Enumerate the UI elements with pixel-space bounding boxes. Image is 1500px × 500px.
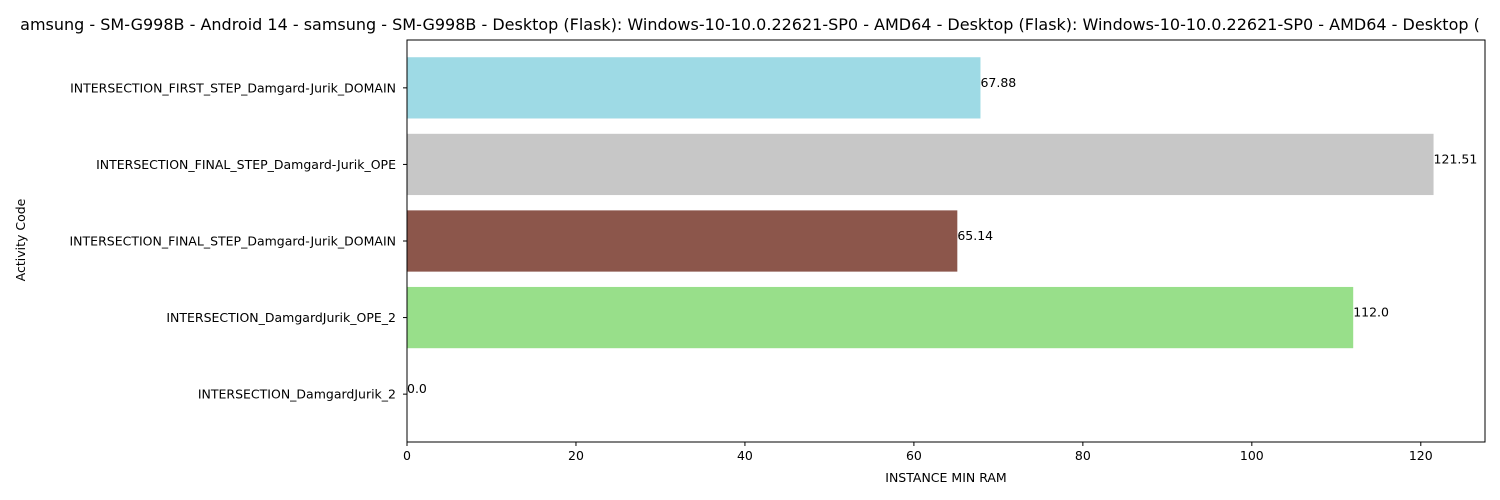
bar-3 [407, 286, 1354, 349]
x-tick-label-6: 120 [1409, 448, 1433, 463]
y-tick-label-2: INTERSECTION_FINAL_STEP_Damgard-Jurik_DO… [70, 234, 397, 249]
x-tick-label-1: 20 [568, 448, 584, 463]
bar-2 [407, 210, 958, 272]
bar-value-label-3: 112.0 [1353, 305, 1389, 320]
x-tick-label-5: 100 [1240, 448, 1264, 463]
y-tick-label-0: INTERSECTION_FIRST_STEP_Damgard-Jurik_DO… [70, 80, 396, 95]
bar-0 [407, 57, 981, 119]
x-tick-label-2: 40 [737, 448, 753, 463]
x-axis-ticks: 0 20 40 60 80 100 120 [403, 442, 1433, 463]
bars-group [407, 57, 1434, 349]
bar-value-label-4: 0.0 [407, 381, 427, 396]
y-tick-label-4: INTERSECTION_DamgardJurik_2 [198, 387, 396, 402]
bar-value-label-0: 67.88 [980, 75, 1016, 90]
y-axis-label: Activity Code [13, 198, 28, 281]
x-tick-label-4: 80 [1075, 448, 1091, 463]
bar-1 [407, 133, 1434, 196]
y-axis-ticks: INTERSECTION_FIRST_STEP_Damgard-Jurik_DO… [70, 80, 407, 402]
chart-title: amsung - SM-G998B - Android 14 - samsung… [20, 15, 1480, 34]
y-tick-label-3: INTERSECTION_DamgardJurik_OPE_2 [166, 310, 396, 325]
x-axis-label: INSTANCE MIN RAM [885, 470, 1006, 485]
bar-value-label-2: 65.14 [957, 228, 993, 243]
x-tick-label-3: 60 [906, 448, 922, 463]
bar-value-labels: 67.88 121.51 65.14 112.0 0.0 [407, 75, 1477, 396]
y-tick-label-1: INTERSECTION_FINAL_STEP_Damgard-Jurik_OP… [96, 157, 396, 172]
plot-frame [406, 39, 1486, 443]
bar-value-label-1: 121.51 [1434, 151, 1478, 166]
x-tick-label-0: 0 [403, 448, 411, 463]
